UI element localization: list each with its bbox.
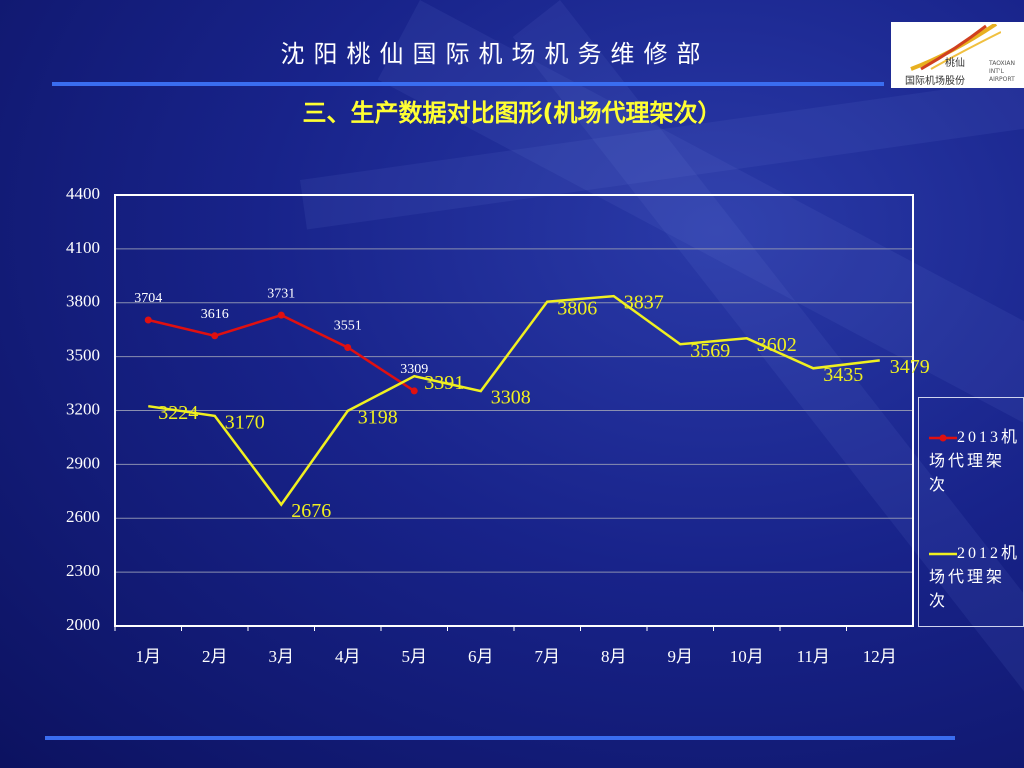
chart-title: 三、生产数据对比图形(机场代理架次） (302, 99, 722, 127)
legend-label: 2012机场代理架次 (929, 545, 1021, 610)
data-label: 3704 (134, 291, 162, 306)
x-tick-label: 8月 (601, 647, 627, 666)
data-label: 3569 (690, 340, 730, 362)
data-label: 2676 (291, 500, 331, 522)
x-tick-label: 3月 (269, 647, 295, 666)
legend-label: 2013机场代理架次 (929, 429, 1021, 494)
data-label: 3170 (225, 411, 265, 433)
data-label: 3435 (823, 364, 863, 386)
data-label: 3309 (400, 362, 428, 377)
x-tick-label: 10月 (730, 647, 764, 666)
slide-title: 沈阳桃仙国际机场机务维修部 (280, 40, 710, 68)
data-label: 3602 (757, 334, 797, 356)
logo-english: TAOXIAN INT'L AIRPORT (989, 60, 1016, 83)
x-tick-label: 7月 (535, 647, 561, 666)
y-tick-label: 3800 (66, 292, 100, 311)
data-point (211, 332, 219, 340)
data-label: 3224 (158, 402, 198, 424)
data-label: 3616 (201, 307, 229, 322)
data-label: 3806 (557, 297, 597, 319)
logo: 桃仙 国际机场股份 TAOXIAN INT'L AIRPORT (891, 22, 1024, 88)
x-tick-label: 6月 (468, 647, 494, 666)
divider (45, 736, 955, 740)
legend: 2013机场代理架次 2012机场代理架次 (918, 397, 1024, 627)
data-point (344, 343, 352, 351)
legend-icon (929, 434, 957, 442)
data-point (277, 311, 285, 319)
data-label: 3308 (491, 387, 531, 409)
logo-company: 国际机场股份 (905, 76, 965, 87)
logo-name: 桃仙 (945, 58, 965, 69)
data-label: 3551 (334, 319, 362, 334)
legend-item: 2013机场代理架次 (929, 426, 1023, 498)
x-tick-label: 12月 (863, 647, 897, 666)
divider (52, 82, 884, 86)
y-tick-label: 3500 (66, 346, 100, 365)
data-point (410, 387, 418, 395)
legend-item: 2012机场代理架次 (929, 542, 1023, 614)
y-tick-label: 2000 (66, 615, 100, 634)
y-tick-label: 2900 (66, 453, 100, 472)
y-tick-label: 3200 (66, 399, 100, 418)
y-tick-label: 2300 (66, 561, 100, 580)
y-tick-label: 2600 (66, 507, 100, 526)
x-tick-label: 4月 (335, 647, 361, 666)
data-point (144, 316, 152, 324)
data-label: 3731 (267, 286, 295, 301)
data-label: 3391 (424, 372, 464, 394)
series-line (147, 313, 415, 392)
y-tick-label: 4100 (66, 238, 100, 257)
x-tick-label: 2月 (202, 647, 228, 666)
data-label: 3837 (624, 292, 664, 314)
legend-marker (939, 434, 947, 442)
series-line (148, 294, 880, 507)
legend-icon (929, 553, 957, 556)
data-label: 3198 (358, 406, 398, 428)
y-tick-label: 4400 (66, 184, 100, 203)
x-tick-label: 1月 (136, 647, 162, 666)
x-tick-label: 5月 (402, 647, 428, 666)
data-label: 3479 (890, 356, 930, 378)
x-tick-label: 9月 (668, 647, 694, 666)
logo-mark (910, 24, 1001, 71)
x-tick-label: 11月 (797, 647, 830, 666)
